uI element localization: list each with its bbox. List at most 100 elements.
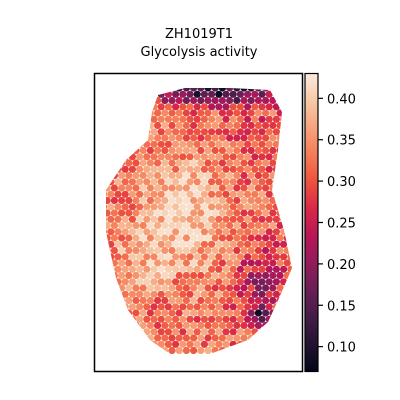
tissue-spot (244, 165, 252, 173)
tissue-spot (204, 234, 212, 242)
tissue-spot (276, 309, 284, 317)
tissue-spot (118, 196, 126, 205)
tissue-spot (240, 159, 248, 167)
tissue-spot (128, 303, 136, 311)
tissue-spot (233, 171, 241, 180)
tissue-spot (136, 190, 144, 198)
tissue-spot (218, 246, 226, 255)
tissue-spot (236, 240, 244, 248)
tissue-spot (168, 171, 176, 180)
tissue-spot (265, 153, 273, 161)
tissue-spot (222, 140, 230, 148)
tissue-spot (262, 221, 270, 230)
colorbar-tick-label: 0.35 (327, 134, 356, 149)
tissue-spot (197, 296, 205, 305)
tissue-spot (233, 334, 241, 342)
tissue-spot (175, 96, 183, 105)
tissue-spot (280, 178, 288, 186)
tissue-spot (128, 328, 136, 336)
tissue-spot (128, 140, 136, 148)
tissue-spot (226, 259, 234, 267)
tissue-spot (251, 328, 259, 336)
tissue-spot (269, 121, 277, 130)
tissue-spot (150, 115, 158, 123)
tissue-spot (262, 209, 270, 217)
tissue-spot (254, 159, 262, 167)
tissue-spot (182, 196, 190, 205)
tissue-spot (118, 171, 126, 180)
tissue-spot (280, 190, 288, 198)
tissue-spot (204, 221, 212, 230)
tissue-spot (136, 128, 144, 136)
tissue-spot (251, 315, 259, 323)
tissue-spot (204, 296, 212, 305)
tissue-spot (132, 271, 140, 280)
tissue-spot (247, 146, 255, 155)
tissue-spot (190, 171, 198, 180)
tissue-spot (121, 340, 129, 348)
tissue-spot (226, 296, 234, 305)
tissue-spot (254, 121, 262, 130)
tissue-spot (146, 246, 154, 255)
tissue-spot (128, 215, 136, 223)
tissue-spot (128, 165, 136, 173)
tissue-spot (193, 328, 201, 336)
tissue-spot (283, 109, 291, 117)
tissue-spot (179, 340, 187, 348)
tissue-spot (96, 284, 103, 291)
tissue-spot (110, 334, 118, 342)
tissue-spot (146, 271, 154, 280)
tissue-spot (236, 228, 244, 236)
tissue-spot (114, 240, 122, 248)
tissue-spot (139, 309, 147, 317)
tissue-spot (222, 103, 230, 111)
tissue-spot (290, 209, 292, 217)
tissue-spot (107, 278, 115, 286)
tissue-spot (146, 346, 154, 354)
tissue-spot (190, 271, 198, 280)
tissue-spot (276, 196, 284, 205)
tissue-spot (200, 215, 208, 223)
tissue-spot (269, 159, 277, 167)
tissue-spot (204, 96, 212, 105)
tissue-spot (106, 278, 108, 286)
tissue-spot (287, 140, 292, 148)
tissue-spot (125, 184, 133, 192)
tissue-spot (164, 103, 172, 111)
tissue-spot (211, 246, 219, 255)
tissue-spot (287, 265, 292, 273)
tissue-spot (200, 278, 208, 286)
tissue-spot (218, 234, 226, 242)
tissue-spot (106, 334, 111, 342)
tissue-spot (290, 196, 292, 205)
tissue-spot (208, 240, 216, 248)
tissue-spot (132, 96, 140, 105)
tissue-spot (139, 184, 147, 192)
tissue-spot (208, 190, 216, 198)
tissue-spot (190, 96, 198, 105)
tissue-spot (110, 209, 118, 217)
tissue-spot (118, 259, 126, 267)
tissue-spot (164, 265, 172, 273)
tissue-spot (211, 271, 219, 280)
tissue-spot (150, 203, 158, 211)
tissue-spot (276, 209, 284, 217)
tissue-spot (233, 309, 241, 317)
tissue-spot (280, 103, 288, 111)
tissue-spot (96, 97, 103, 104)
tissue-spot (164, 203, 172, 211)
tissue-spot (200, 165, 208, 173)
tissue-spot (251, 103, 259, 111)
tissue-spot (186, 128, 194, 136)
tissue-spot (168, 159, 176, 167)
tissue-spot (118, 334, 126, 342)
tissue-spot (269, 296, 277, 305)
tissue-spot (211, 109, 219, 117)
tissue-spot (190, 284, 198, 292)
tissue-spot (157, 165, 165, 173)
tissue-spot (258, 253, 266, 261)
tissue-spot (172, 153, 180, 161)
tissue-spot (197, 171, 205, 180)
tissue-spot (136, 103, 144, 111)
tissue-spot (247, 209, 255, 217)
